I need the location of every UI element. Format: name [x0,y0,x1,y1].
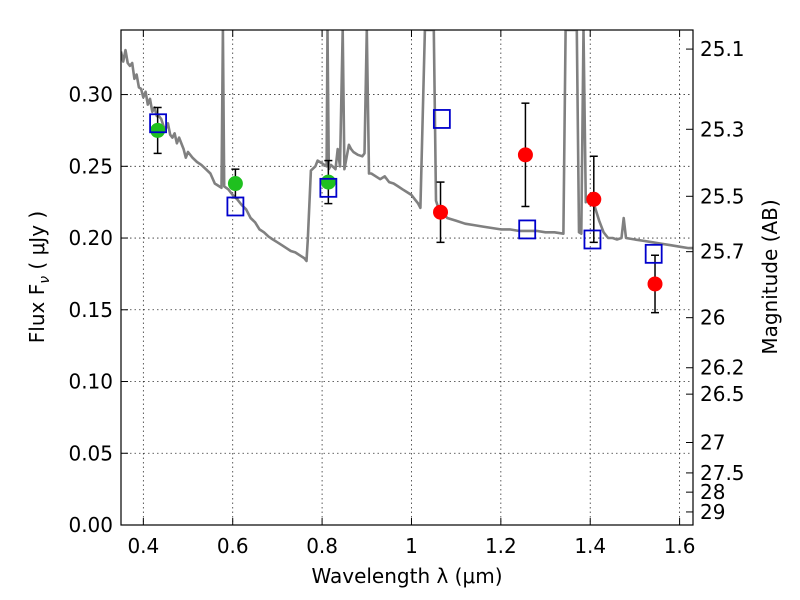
axis-ticks [121,30,693,526]
model-photometry-square [319,177,338,198]
model-photometry-square [644,243,663,264]
right-axis-label: Magnitude (AB) [758,199,782,354]
x-tick-label: 1 [405,534,418,558]
x-tick-label: 0.4 [127,534,159,558]
right-tick-label: 26 [700,306,725,330]
y-axis-label-main: Flux F [25,284,49,343]
y-tick-label: 0.20 [68,226,113,250]
x-tick-label: 1.4 [574,534,606,558]
right-tick-label: 25.1 [700,37,745,61]
y-tick-label: 0.10 [68,370,113,394]
model-photometry-square [149,113,167,134]
right-tick-label: 25.5 [700,184,745,208]
plot-area [121,30,693,314]
optical-data-point [320,174,336,190]
nir-data-point [517,147,533,163]
plot-frame [120,29,694,526]
right-tick-label: 28 [700,480,725,504]
y-axis-label: Flux Fν ( μJy ) [25,211,53,343]
x-tick-label: 1.6 [664,534,696,558]
right-tick-label: 27.5 [700,461,745,485]
right-tick-label: 25.3 [700,117,745,141]
grid [121,30,693,526]
nir-data-point [586,191,602,207]
y-tick-label: 0.00 [68,513,113,537]
y-tick-label: 0.30 [68,83,113,107]
optical-data-point [150,122,166,138]
y-axis-label-unit: ( μJy ) [25,211,49,276]
x-axis-label: Wavelength λ (μm) [311,564,502,588]
x-tick-label: 0.6 [217,534,249,558]
model-photometry-square [518,219,537,240]
nir-data-point [647,276,663,292]
axis-tick-labels: 0.4 0.6 0.8 1 1.2 1.4 1.6 0.00 0.05 0.10 0.15 0.20 0… [68,37,744,558]
model-photometry-square [583,229,602,250]
model-photometry-square [226,196,245,217]
y-tick-label: 0.15 [68,298,113,322]
right-tick-label: 25.7 [700,240,745,264]
right-tick-label: 29 [700,500,725,524]
model-photometry-square [432,109,451,129]
y-tick-label: 0.25 [68,154,113,178]
y-axis-label-sub: ν [37,276,53,284]
nir-data-point [433,204,449,220]
x-tick-label: 1.2 [485,534,517,558]
optical-data-point [227,176,243,192]
x-tick-label: 0.8 [306,534,338,558]
right-tick-label: 26.5 [700,382,745,406]
right-tick-label: 27 [700,431,725,455]
right-tick-label: 26.2 [700,356,745,380]
y-tick-label: 0.05 [68,441,113,465]
model-spectrum-line [121,30,693,263]
